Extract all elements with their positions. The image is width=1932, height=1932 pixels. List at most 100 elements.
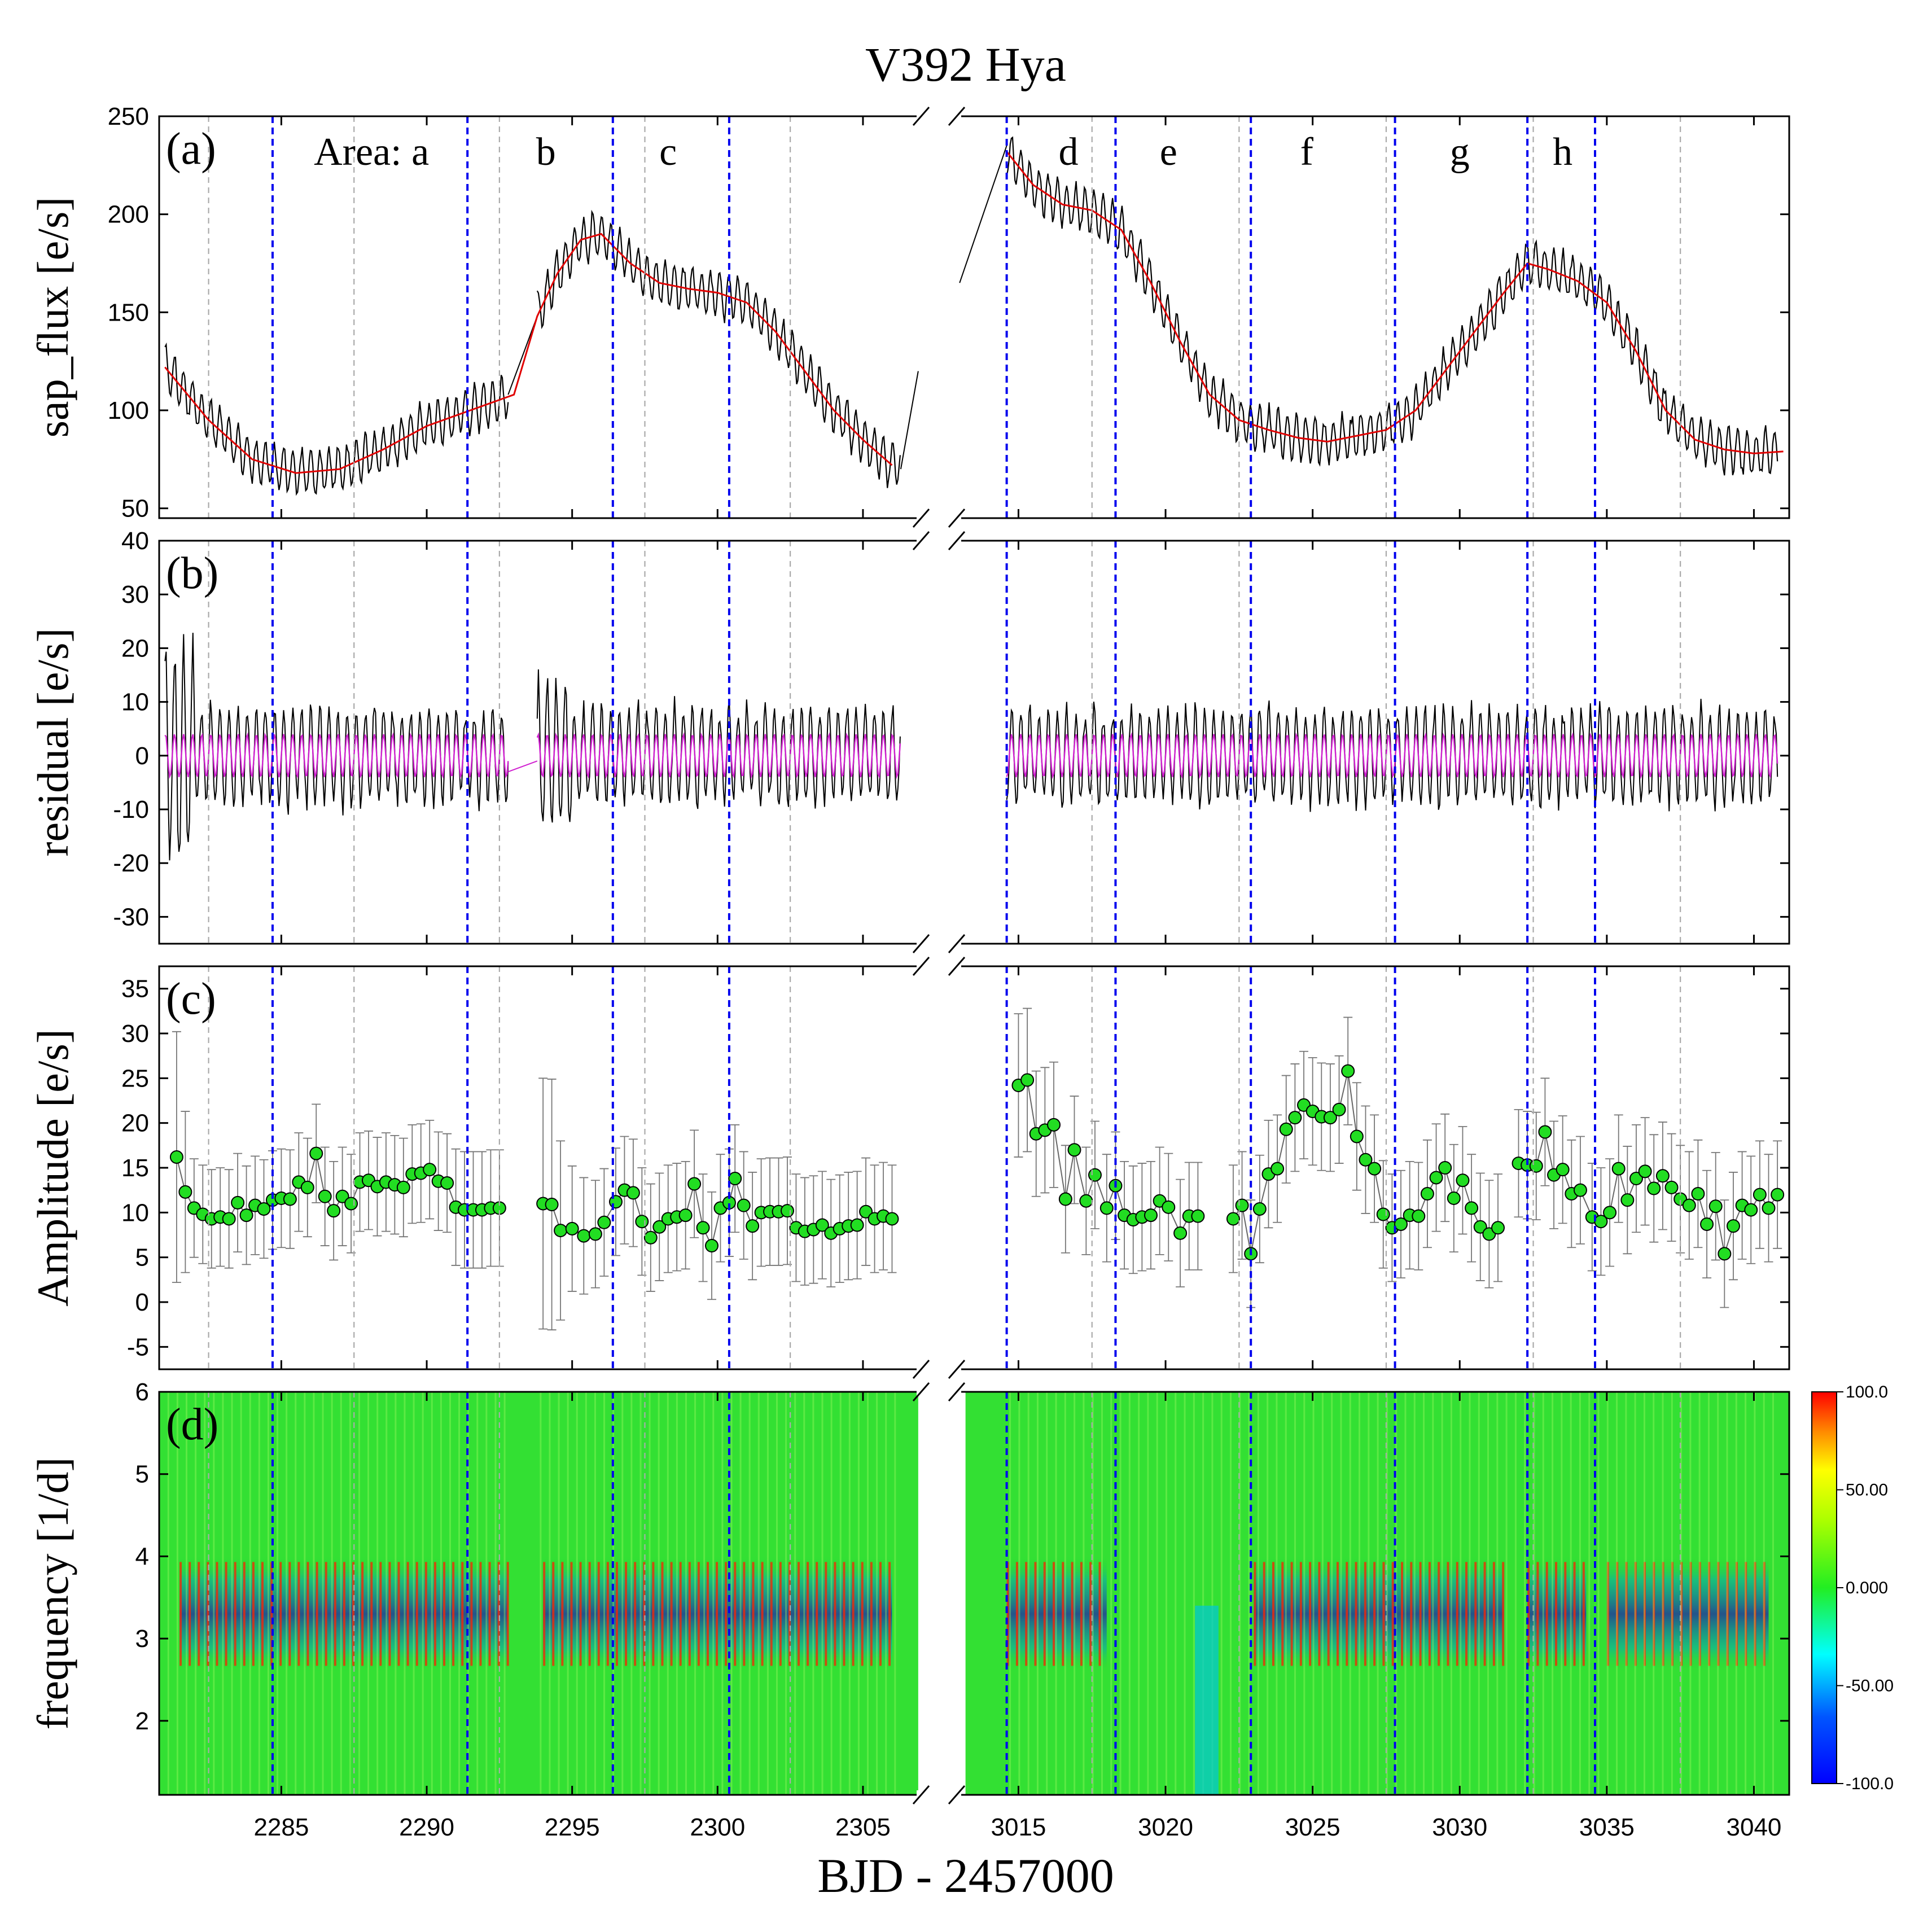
amplitude-point xyxy=(283,1192,297,1206)
y-tick-label: 2 xyxy=(135,1707,149,1735)
y-axis-label: residual [e/s] xyxy=(28,628,77,856)
y-tick-label: 30 xyxy=(121,1020,149,1048)
amplitude-point xyxy=(335,1189,349,1203)
amplitude-point xyxy=(423,1163,437,1177)
amplitude-segment-1 xyxy=(169,1031,506,1283)
amplitude-point xyxy=(1629,1172,1643,1186)
amplitude-point xyxy=(1271,1162,1285,1176)
amplitude-point xyxy=(1020,1073,1035,1087)
amplitude-point xyxy=(1099,1201,1114,1215)
amplitude-segment-5 xyxy=(1512,1077,1785,1308)
amplitude-point xyxy=(1429,1171,1443,1185)
amplitude-point xyxy=(1700,1217,1714,1231)
amplitude-point xyxy=(1252,1202,1267,1216)
wavelet-stripes-3 xyxy=(1006,1562,1101,1666)
amplitude-point xyxy=(222,1212,236,1226)
amplitude-point xyxy=(1682,1198,1696,1212)
amplitude-point xyxy=(1538,1125,1552,1139)
amplitude-point xyxy=(1603,1206,1617,1220)
panel-label: (b) xyxy=(166,549,218,598)
panel-b-residual: -30 -20 -10 0 10 20 30 40 (b) residual [e/s] xyxy=(28,527,1790,953)
y-axis-label: Amplitude [e/s] xyxy=(28,1029,77,1307)
x-tick-label: 3030 xyxy=(1432,1813,1487,1841)
x-tick-label: 2290 xyxy=(399,1813,454,1841)
axis-frame-left xyxy=(158,115,921,519)
y-tick-label: 15 xyxy=(121,1154,149,1182)
amplitude-point xyxy=(1279,1122,1293,1136)
amplitude-point xyxy=(1718,1247,1732,1261)
x-tick-label: 2295 xyxy=(545,1813,600,1841)
axis-frame-right xyxy=(957,540,1790,945)
y-axis-label: frequency [1/d] xyxy=(28,1457,77,1730)
axis-break-mask xyxy=(917,939,961,948)
amplitude-point xyxy=(1288,1111,1302,1125)
axis-break-mark xyxy=(912,509,930,528)
gap-connector xyxy=(900,371,919,470)
amplitude-point xyxy=(300,1180,314,1194)
amplitude-point xyxy=(635,1215,649,1229)
y-tick-label: 35 xyxy=(121,975,149,1003)
axis-break-mask xyxy=(917,536,961,545)
amplitude-point xyxy=(1594,1215,1608,1229)
y-tick-label: 5 xyxy=(135,1461,149,1488)
amplitude-point xyxy=(1341,1064,1355,1078)
x-tick-label: 3025 xyxy=(1285,1813,1340,1841)
y-tick-label: 4 xyxy=(135,1543,149,1570)
wavelet-band-7 xyxy=(1606,1556,1769,1672)
amplitude-point xyxy=(1067,1143,1081,1157)
y-tick-label: -5 xyxy=(127,1333,149,1361)
flux-series xyxy=(164,136,1778,496)
amplitude-point xyxy=(1491,1221,1505,1235)
wavelet-stripes-5 xyxy=(1401,1562,1505,1666)
amplitude-point xyxy=(696,1221,710,1235)
wavelet-band-5 xyxy=(1401,1556,1504,1672)
axis-break-mask xyxy=(917,1387,961,1396)
y-tick-label: 10 xyxy=(121,689,149,716)
area-label: f xyxy=(1300,130,1314,174)
panel-d-frame xyxy=(158,1382,1790,1804)
amplitude-point xyxy=(1323,1111,1337,1125)
panel-b-plot-area xyxy=(164,633,1778,861)
area-label: d xyxy=(1059,130,1079,174)
amplitude-segment-4 xyxy=(1226,1017,1505,1308)
amplitude-point xyxy=(780,1204,794,1218)
panel-c-plot-area xyxy=(169,1007,1785,1331)
x-tick-label: 3035 xyxy=(1579,1813,1635,1841)
panel-d-y-ticks: 2 3 4 5 6 xyxy=(135,1378,1789,1735)
amplitude-point xyxy=(231,1195,245,1210)
axis-break-mark xyxy=(912,1360,930,1379)
amplitude-segment-3 xyxy=(1011,1007,1205,1287)
panel-d-guides xyxy=(208,1392,1681,1795)
colorbar-tick-label: 0.000 xyxy=(1846,1579,1888,1597)
panel-label: (c) xyxy=(166,974,216,1024)
amplitude-point xyxy=(1058,1192,1072,1206)
sine-fit-series xyxy=(164,732,1778,779)
colorbar-tick-label: 100.0 xyxy=(1846,1383,1888,1401)
y-tick-label: -20 xyxy=(113,849,149,877)
wavelet-stripes-7 xyxy=(1606,1562,1765,1666)
amplitude-point xyxy=(850,1218,864,1232)
amplitude-segment-2 xyxy=(536,1077,899,1331)
axis-break-mask xyxy=(917,1365,961,1374)
amplitude-point xyxy=(1368,1162,1382,1176)
amplitude-point xyxy=(239,1208,253,1223)
area-label: e xyxy=(1160,130,1177,174)
amplitude-point xyxy=(1638,1164,1652,1179)
panel-c-amplitude: -5 0 5 10 15 20 25 30 35 (c) Amplitude [e/s] xyxy=(28,957,1790,1379)
axis-break-mark xyxy=(948,1382,966,1401)
panel-c-x-ticks xyxy=(280,966,1755,1369)
y-tick-label: -30 xyxy=(113,903,149,931)
chart-title: V392 Hya xyxy=(865,37,1066,91)
colorbar-tick-label: -50.00 xyxy=(1846,1677,1894,1696)
gap-connector xyxy=(507,316,538,395)
y-tick-label: 150 xyxy=(108,299,149,326)
amplitude-point xyxy=(554,1224,568,1238)
amplitude-point xyxy=(728,1172,742,1186)
amplitude-point xyxy=(1529,1159,1543,1173)
amplitude-point xyxy=(815,1218,829,1232)
amplitude-point xyxy=(885,1212,899,1226)
amplitude-point xyxy=(746,1219,760,1233)
panel-a-plot-area xyxy=(164,136,1784,496)
amplitude-point xyxy=(1447,1191,1461,1205)
